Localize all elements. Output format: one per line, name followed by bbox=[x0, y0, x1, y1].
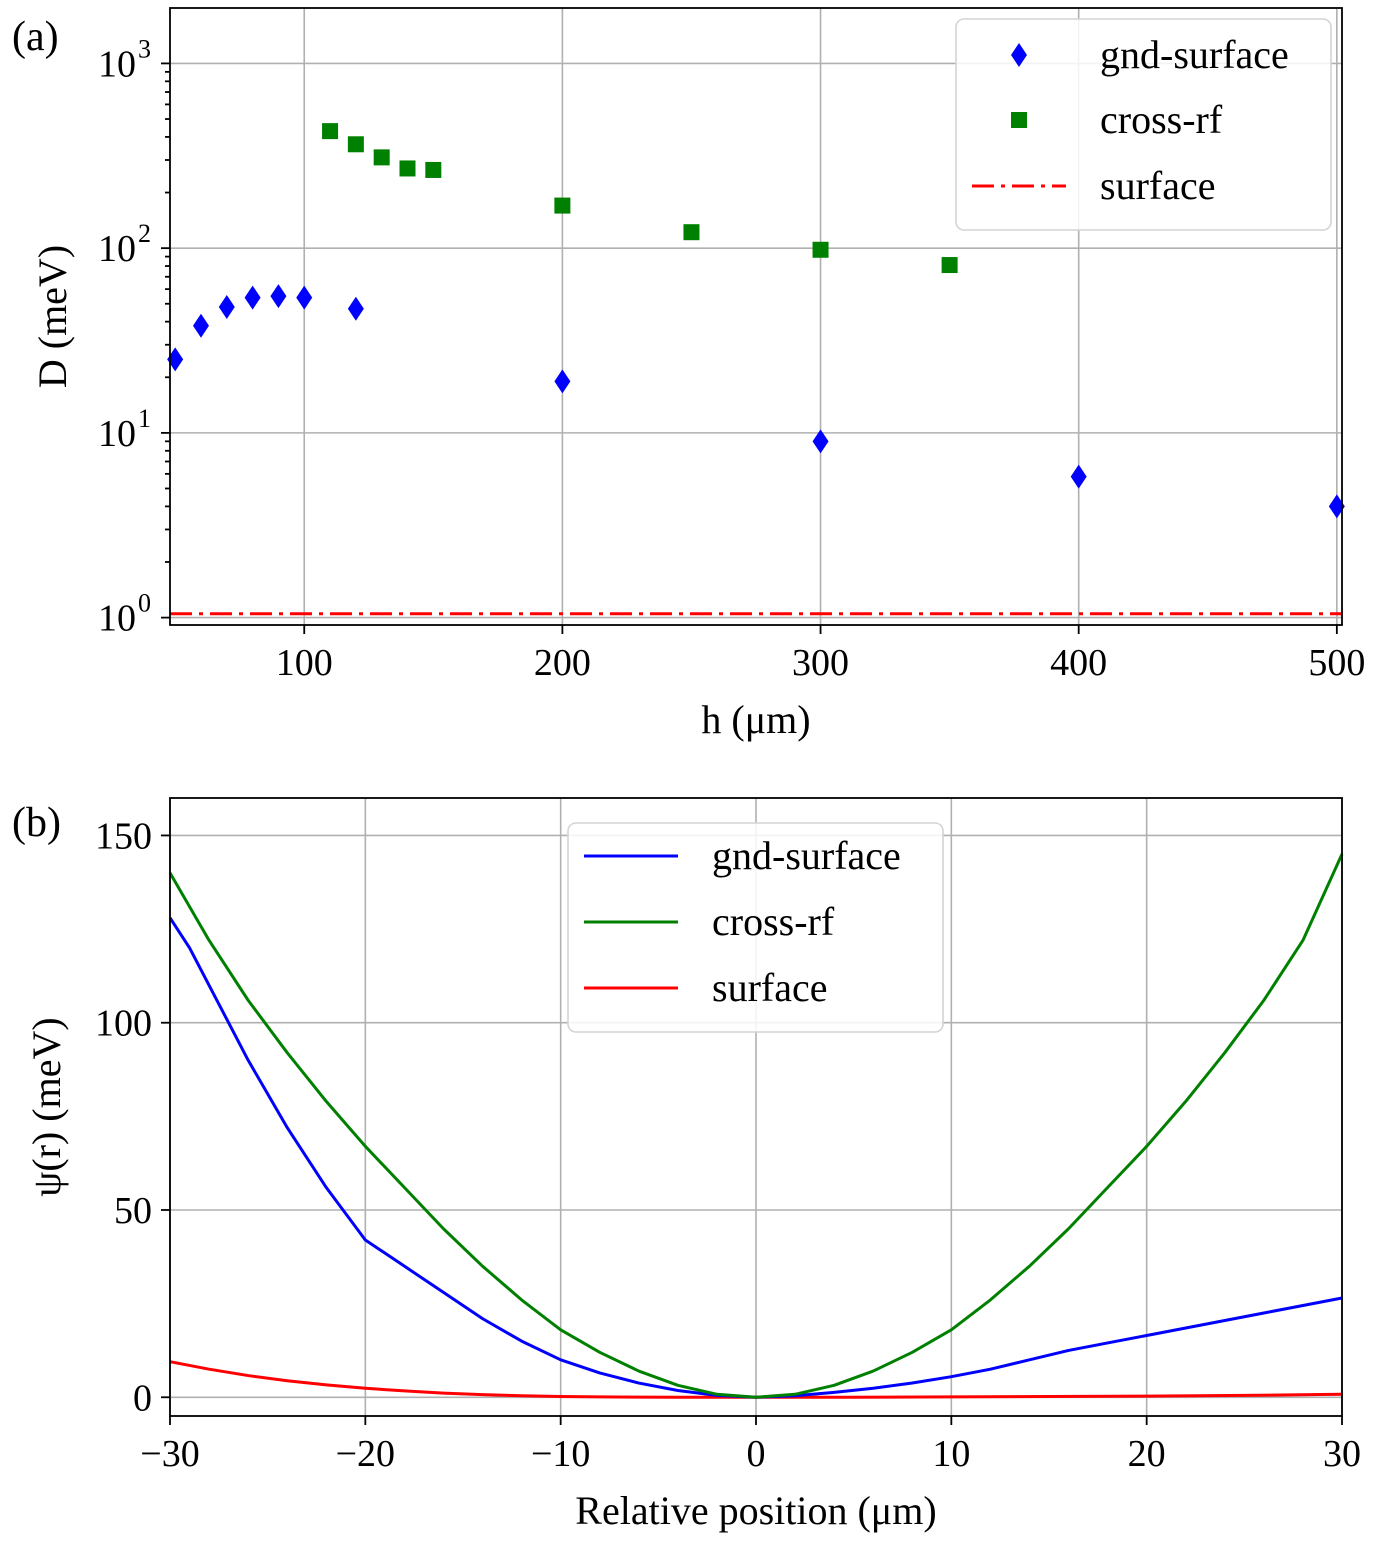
legend-box bbox=[567, 822, 944, 1033]
panel-b-frame bbox=[169, 797, 1343, 1417]
legend-label: surface bbox=[712, 965, 827, 1010]
panel-a-frame bbox=[169, 7, 1343, 626]
y-tick-exponent: 0 bbox=[138, 589, 151, 618]
data-point bbox=[812, 429, 829, 454]
data-point bbox=[244, 285, 261, 310]
series-gnd-surface bbox=[167, 284, 1345, 519]
legend-label: gnd-surface bbox=[712, 833, 901, 878]
y-tick-label: 10 bbox=[98, 228, 136, 270]
y-tick-label: 150 bbox=[95, 815, 152, 857]
x-tick-label: 400 bbox=[1050, 642, 1107, 684]
panel-b-x-axis-label: Relative position (μm) bbox=[575, 1488, 936, 1533]
legend-label: surface bbox=[1100, 163, 1215, 208]
y-tick-label: 100 bbox=[95, 1003, 152, 1045]
legend-label: cross-rf bbox=[1100, 97, 1223, 142]
panel-b-label: (b) bbox=[12, 800, 61, 846]
x-tick-label: 100 bbox=[276, 642, 333, 684]
data-point bbox=[347, 296, 364, 321]
panel-a-legend: gnd-surface cross-rf surface bbox=[955, 18, 1332, 231]
data-point bbox=[218, 295, 235, 320]
panel-b-series bbox=[168, 853, 1344, 1399]
data-point bbox=[347, 136, 364, 153]
y-tick-label: 10 bbox=[98, 413, 136, 455]
data-point bbox=[1328, 494, 1345, 519]
series-surface bbox=[169, 1360, 1343, 1399]
legend-marker bbox=[1011, 112, 1027, 128]
x-tick-label: 0 bbox=[747, 1433, 766, 1475]
x-tick-label: 500 bbox=[1308, 642, 1365, 684]
data-point bbox=[941, 257, 958, 274]
x-tick-label: 200 bbox=[534, 642, 591, 684]
legend-marker bbox=[1011, 43, 1027, 67]
series-cross-rf bbox=[168, 853, 1344, 1399]
series-cross-rf bbox=[322, 123, 958, 274]
x-tick-label: 300 bbox=[792, 642, 849, 684]
panel-b-chart: (b) −30 −20 −10 0 10 20 30 0 50 100 150 Relative p… bbox=[12, 797, 1361, 1533]
data-point bbox=[167, 347, 184, 372]
panel-b-ticks: −30 −20 −10 0 10 20 30 0 50 100 150 bbox=[95, 815, 1361, 1475]
x-tick-label: 20 bbox=[1128, 1433, 1166, 1475]
x-tick-label: −30 bbox=[140, 1433, 199, 1475]
y-tick-exponent: 2 bbox=[138, 219, 151, 248]
panel-b-y-axis-label: ψ(r) (meV) bbox=[24, 1017, 69, 1196]
x-tick-label: 10 bbox=[932, 1433, 970, 1475]
panel-a-x-axis-label: h (μm) bbox=[701, 697, 810, 742]
data-point bbox=[812, 241, 829, 258]
y-tick-label: 0 bbox=[133, 1377, 152, 1419]
data-point bbox=[554, 197, 571, 214]
panel-a-label: (a) bbox=[12, 14, 59, 60]
panel-a-series bbox=[167, 123, 1345, 616]
data-point bbox=[270, 284, 287, 309]
x-tick-label: −10 bbox=[531, 1433, 590, 1475]
data-point bbox=[322, 123, 339, 140]
y-tick-label: 10 bbox=[98, 598, 136, 640]
y-tick-label: 10 bbox=[98, 43, 136, 85]
panel-b-legend: gnd-surface cross-rf surface bbox=[567, 822, 944, 1033]
data-point bbox=[373, 149, 390, 166]
legend-box bbox=[955, 18, 1332, 231]
x-tick-label: 30 bbox=[1323, 1433, 1361, 1475]
data-point bbox=[296, 285, 313, 310]
x-tick-label: −20 bbox=[336, 1433, 395, 1475]
y-tick-label: 50 bbox=[114, 1190, 152, 1232]
y-tick-exponent: 1 bbox=[138, 404, 151, 433]
legend-label: cross-rf bbox=[712, 899, 835, 944]
data-point bbox=[192, 313, 209, 338]
panel-a-y-axis-label: D (meV) bbox=[30, 245, 75, 388]
data-point bbox=[399, 160, 416, 177]
series-gnd-surface bbox=[168, 917, 1343, 1399]
data-point bbox=[1070, 464, 1087, 489]
y-tick-exponent: 3 bbox=[138, 34, 151, 63]
data-point bbox=[425, 161, 442, 178]
data-point bbox=[683, 224, 700, 241]
legend-label: gnd-surface bbox=[1100, 32, 1289, 77]
data-point bbox=[554, 369, 571, 394]
